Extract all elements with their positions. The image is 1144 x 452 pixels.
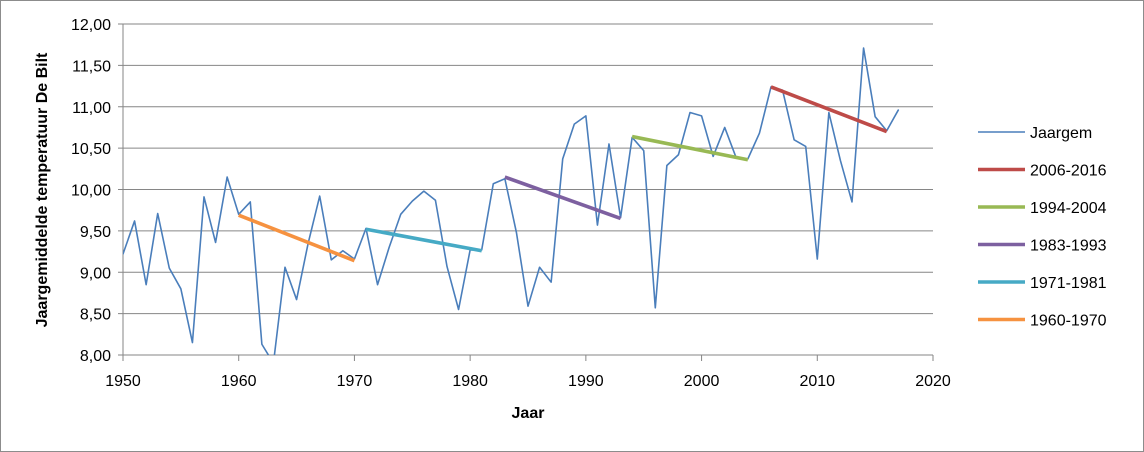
x-tick-labels: 1950 1960 1970 1980 1990 2000 2010 2020 bbox=[105, 373, 951, 390]
legend-item: 2006-2016 bbox=[978, 163, 1107, 180]
x-tick-label: 1980 bbox=[452, 373, 488, 390]
legend-label: 1960-1970 bbox=[1030, 313, 1107, 330]
plot-area bbox=[123, 47, 900, 355]
series-line-Jaargem bbox=[123, 47, 900, 355]
x-tick-label: 1990 bbox=[568, 373, 604, 390]
series-line-1983-1993 bbox=[504, 175, 622, 221]
legend-label: Jaargem bbox=[1030, 125, 1092, 142]
legend-item: 1994-2004 bbox=[978, 200, 1107, 217]
series-line-2006-2016 bbox=[770, 85, 888, 134]
legend: Jaargem 2006-2016 1994-2004 1983-1993 1971-1… bbox=[978, 125, 1107, 330]
x-tick-label: 1960 bbox=[221, 373, 257, 390]
x-tick-label: 2010 bbox=[799, 373, 835, 390]
legend-label: 2006-2016 bbox=[1030, 163, 1107, 180]
y-tick-label: 11,50 bbox=[72, 58, 111, 75]
y-tick-label: 8,00 bbox=[80, 348, 111, 365]
series-line-1971-1981 bbox=[365, 227, 483, 253]
x-tick-label: 1950 bbox=[105, 373, 141, 390]
axes bbox=[118, 23, 934, 361]
legend-item: 1983-1993 bbox=[978, 238, 1107, 255]
x-axis-title: Jaar bbox=[512, 405, 545, 422]
legend-item: 1971-1981 bbox=[978, 275, 1107, 292]
x-tick-label: 2000 bbox=[684, 373, 720, 390]
y-tick-label: 10,50 bbox=[71, 141, 111, 158]
legend-label: 1971-1981 bbox=[1030, 275, 1107, 292]
gridlines bbox=[123, 23, 933, 315]
y-axis-title: Jaargemiddelde temperatuur De Bilt bbox=[34, 52, 51, 327]
y-tick-label: 11,00 bbox=[72, 100, 111, 117]
y-tick-label: 12,00 bbox=[71, 17, 111, 34]
x-tick-label: 1970 bbox=[337, 373, 373, 390]
legend-item: 1960-1970 bbox=[978, 313, 1107, 330]
y-tick-label: 9,50 bbox=[80, 224, 111, 241]
y-tick-label: 9,00 bbox=[80, 265, 111, 282]
y-tick-label: 10,00 bbox=[71, 183, 111, 200]
legend-label: 1983-1993 bbox=[1030, 238, 1107, 255]
legend-item: Jaargem bbox=[978, 125, 1092, 142]
x-tick-label: 2020 bbox=[915, 373, 951, 390]
series-line-1960-1970 bbox=[238, 213, 356, 263]
series-line-1994-2004 bbox=[631, 134, 749, 162]
y-tick-labels: 8,00 8,50 9,00 9,50 10,00 10,50 11,00 11,50 12,0… bbox=[71, 17, 111, 365]
y-tick-label: 8,50 bbox=[80, 307, 111, 324]
legend-label: 1994-2004 bbox=[1030, 200, 1107, 217]
